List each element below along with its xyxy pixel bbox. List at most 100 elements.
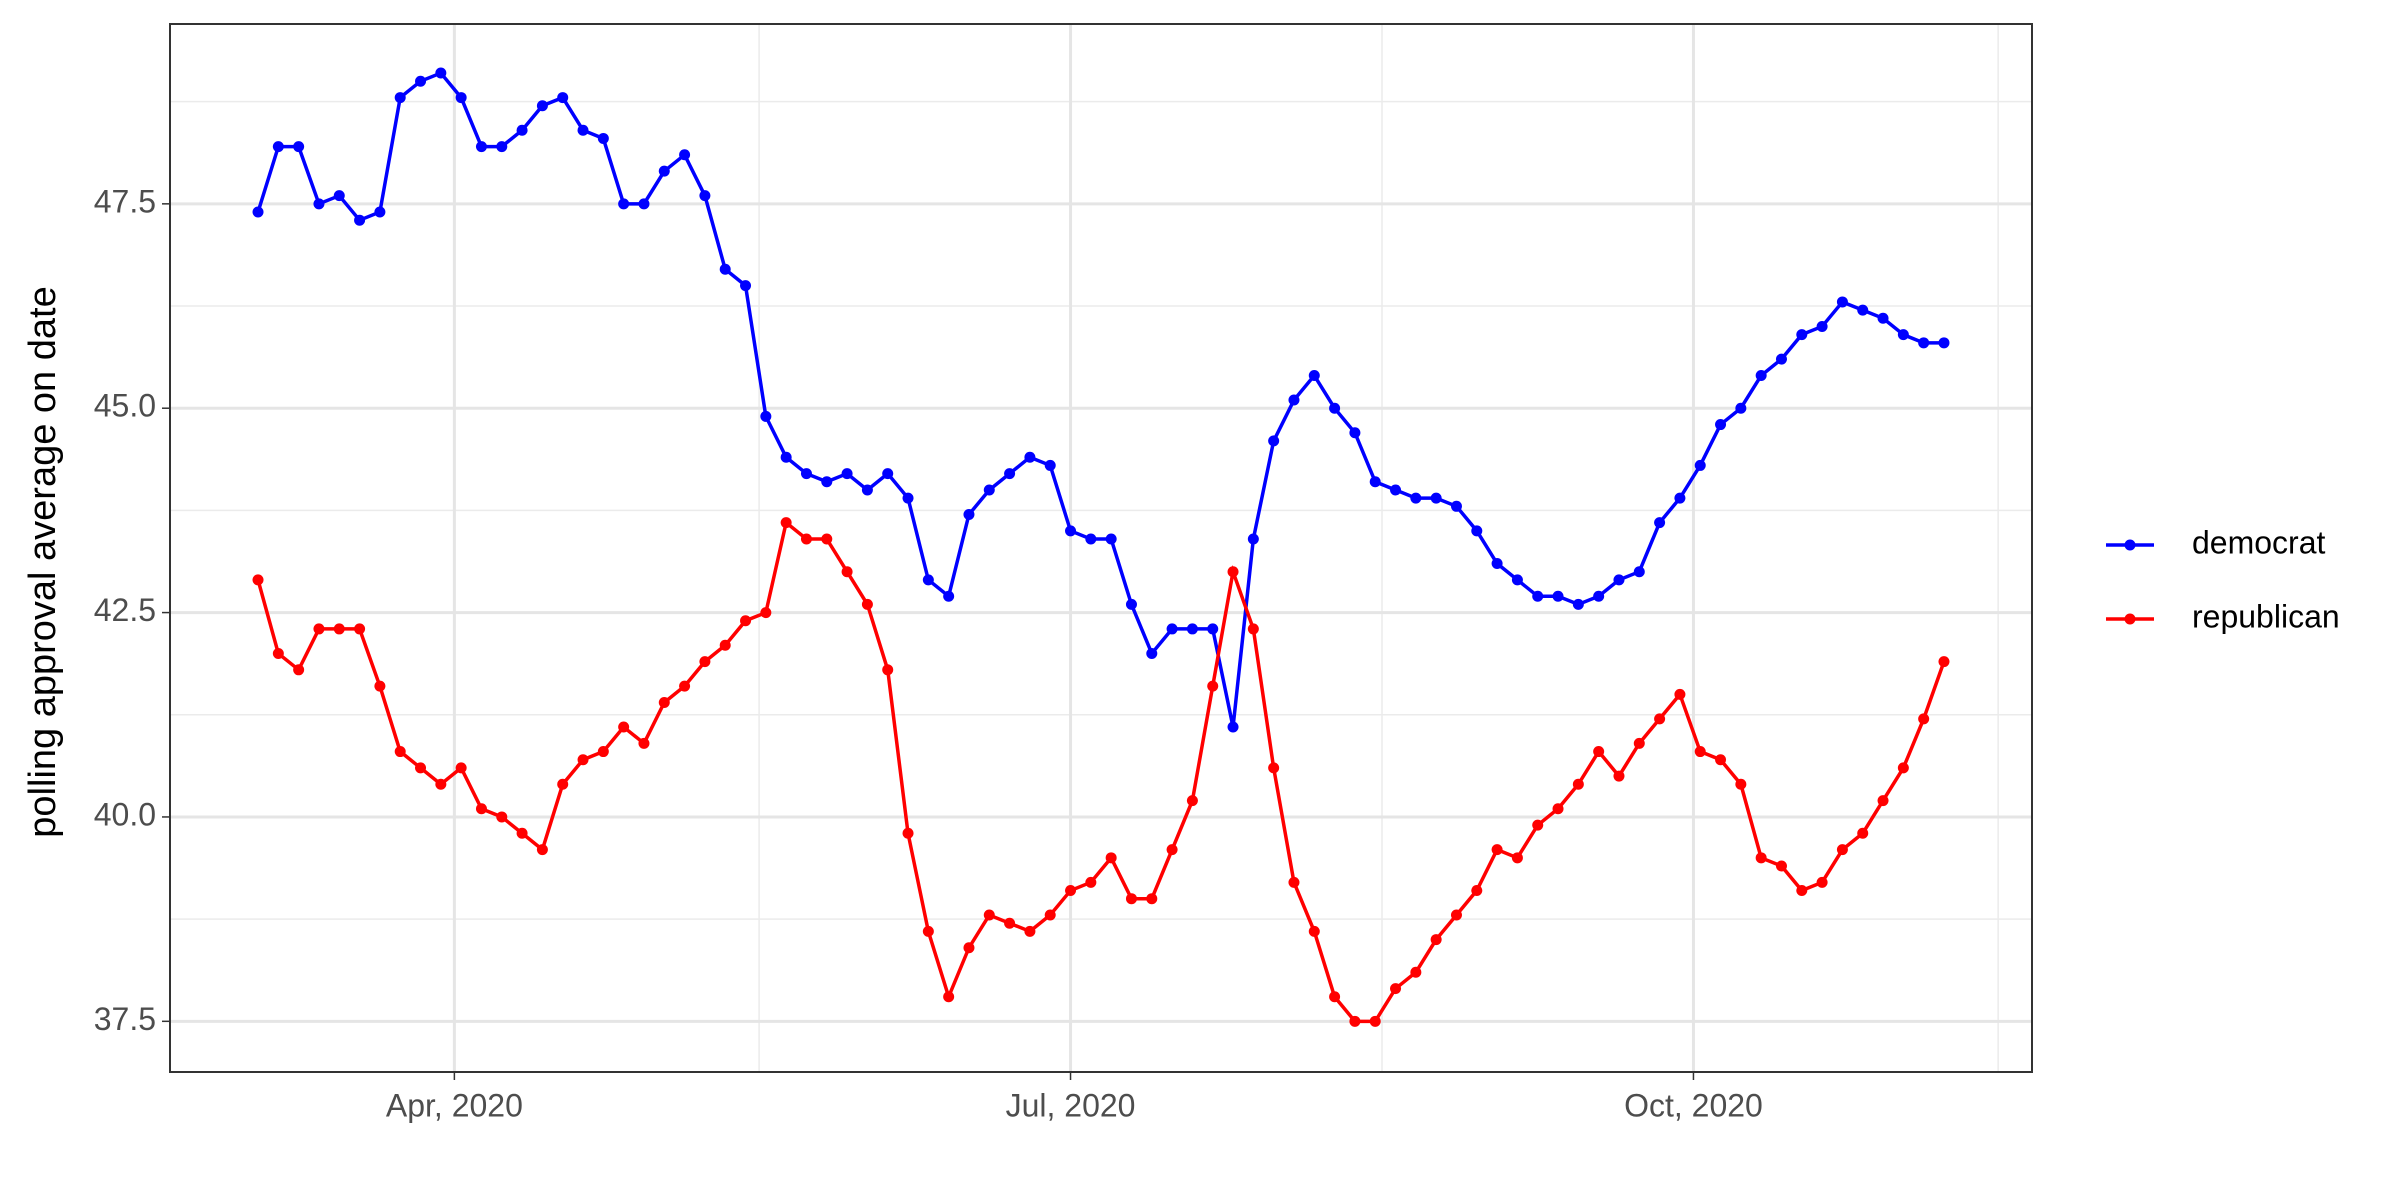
point — [963, 508, 975, 520]
point — [1146, 647, 1158, 659]
point — [1552, 803, 1564, 815]
point — [557, 92, 569, 104]
point — [821, 533, 833, 545]
point — [1918, 337, 1930, 349]
point — [394, 92, 406, 104]
point — [272, 141, 284, 153]
point — [1857, 827, 1869, 839]
point — [1532, 819, 1544, 831]
point — [1085, 876, 1097, 888]
point — [1877, 312, 1889, 324]
point — [1146, 893, 1158, 905]
point — [1572, 778, 1584, 790]
point — [1532, 590, 1544, 602]
point — [1105, 852, 1117, 864]
point — [536, 844, 548, 856]
point — [1227, 566, 1239, 578]
point — [374, 206, 386, 218]
point — [1207, 623, 1219, 635]
point — [1491, 844, 1503, 856]
point — [983, 909, 995, 921]
point — [1674, 492, 1686, 504]
point — [1450, 500, 1462, 512]
point — [1390, 983, 1402, 995]
point — [699, 190, 711, 202]
point — [354, 214, 366, 226]
point — [902, 827, 914, 839]
point — [658, 697, 670, 709]
point — [333, 623, 345, 635]
point — [354, 623, 366, 635]
point — [1308, 925, 1320, 937]
point — [1430, 492, 1442, 504]
point — [841, 468, 853, 480]
point — [1085, 533, 1097, 545]
point — [1755, 852, 1767, 864]
y-tick-label: 45.0 — [94, 388, 156, 424]
point — [638, 737, 650, 749]
point — [1796, 329, 1808, 341]
point — [577, 754, 589, 766]
point — [861, 598, 873, 610]
point — [943, 991, 955, 1003]
point — [597, 132, 609, 144]
point — [1044, 459, 1056, 471]
point — [780, 517, 792, 529]
point — [1816, 876, 1828, 888]
point — [252, 574, 264, 586]
point — [1755, 370, 1767, 382]
point — [1613, 574, 1625, 586]
point — [679, 149, 691, 161]
point — [963, 942, 975, 954]
point — [1024, 451, 1036, 463]
point — [983, 484, 995, 496]
point — [943, 590, 955, 602]
point — [536, 100, 548, 112]
point — [1410, 966, 1422, 978]
point — [577, 124, 589, 136]
point — [1207, 680, 1219, 692]
point — [1288, 394, 1300, 406]
point — [1227, 721, 1239, 733]
point — [1369, 476, 1381, 488]
point — [455, 92, 467, 104]
point — [597, 746, 609, 758]
point — [1775, 353, 1787, 365]
point — [658, 165, 670, 177]
point — [800, 533, 812, 545]
point — [475, 803, 487, 815]
point — [1247, 623, 1259, 635]
point — [1329, 991, 1341, 1003]
point — [1125, 598, 1137, 610]
point — [1166, 623, 1178, 635]
point — [1735, 402, 1747, 414]
point — [1552, 590, 1564, 602]
x-tick-label: Apr, 2020 — [386, 1087, 523, 1123]
point — [1288, 876, 1300, 888]
point — [1369, 1015, 1381, 1027]
point — [1938, 656, 1950, 668]
legend-label: republican — [2192, 598, 2340, 634]
point — [435, 67, 447, 79]
legend-point — [2124, 539, 2136, 551]
point — [719, 639, 731, 651]
point — [699, 656, 711, 668]
y-tick-label: 40.0 — [94, 796, 156, 832]
point — [1349, 427, 1361, 439]
plot-border — [169, 23, 2033, 1073]
point — [1715, 754, 1727, 766]
point — [1024, 925, 1036, 937]
point — [1836, 844, 1848, 856]
point — [618, 721, 630, 733]
legend-point — [2124, 613, 2136, 625]
point — [1654, 517, 1666, 529]
point — [415, 75, 427, 87]
point — [922, 925, 934, 937]
point — [679, 680, 691, 692]
point — [1775, 860, 1787, 872]
point — [882, 664, 894, 676]
point — [1308, 370, 1320, 382]
point — [394, 746, 406, 758]
